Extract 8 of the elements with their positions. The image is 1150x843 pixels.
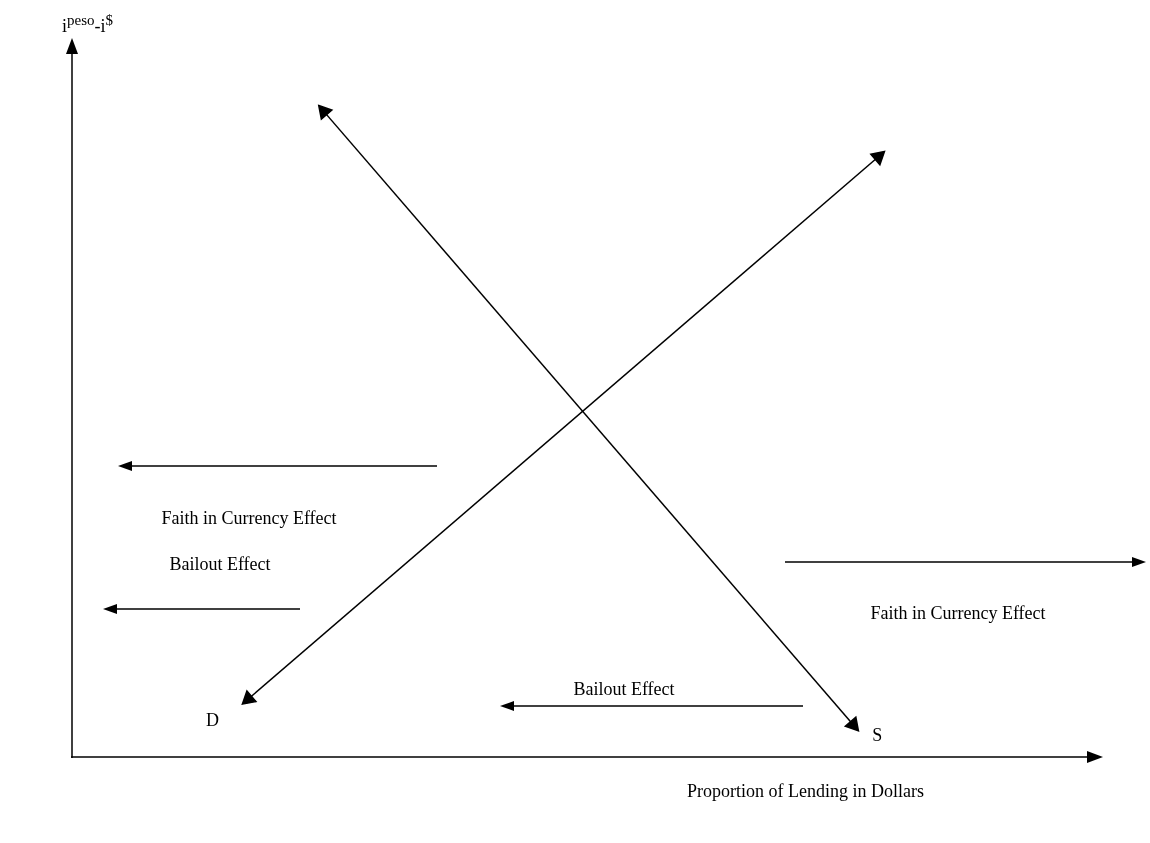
series-label: S	[872, 725, 883, 746]
annotation: Bailout Effect	[169, 553, 271, 575]
annotation: Bailout Effect	[573, 678, 675, 700]
annotation: Faith in Currency Effect	[870, 602, 1046, 624]
series-label: D	[205, 709, 219, 730]
annotation: Faith in Currency Effect	[161, 507, 337, 529]
x-axis-title: Proportion of Lending in Dollars	[687, 781, 924, 802]
y-axis-title: i$^{peso}$-i$^{$}$	[62, 12, 114, 37]
